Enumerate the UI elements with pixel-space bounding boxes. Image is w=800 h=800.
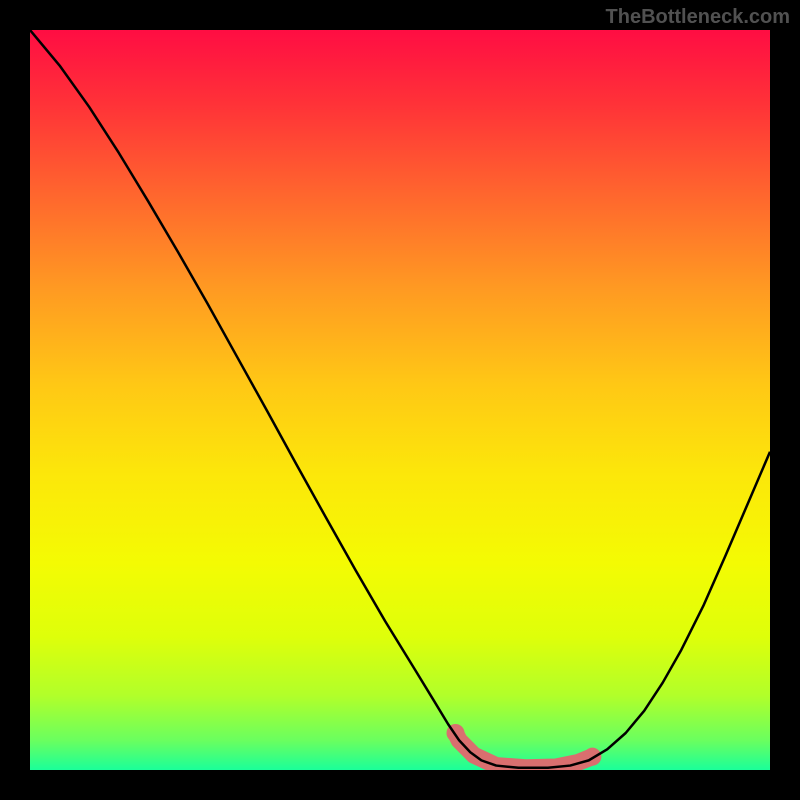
highlight-segment: [456, 733, 593, 768]
chart-overlay: [30, 30, 770, 770]
attribution-label: TheBottleneck.com: [606, 6, 790, 29]
plot-area: [30, 30, 770, 770]
highlight-dot: [583, 748, 601, 766]
bottleneck-curve: [30, 30, 770, 768]
chart-container: TheBottleneck.com: [0, 0, 800, 800]
